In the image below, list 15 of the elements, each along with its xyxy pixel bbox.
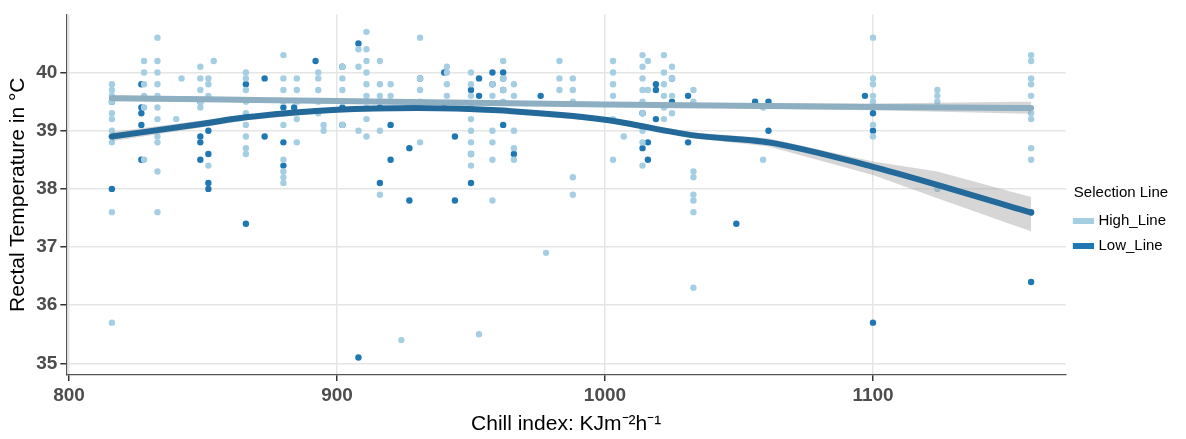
y-tick-label: 35 [36, 351, 58, 373]
y-tick-label: 40 [36, 60, 58, 82]
x-tick-label: 900 [321, 383, 353, 405]
x-tick-label: 800 [53, 383, 85, 405]
x-tick-label: 1100 [852, 383, 894, 405]
y-tick-label: 39 [36, 118, 58, 140]
x-axis-title: Chill index: KJm⁻²h⁻¹ [471, 411, 662, 435]
y-tick-label: 38 [36, 177, 58, 199]
y-axis-title: Rectal Temperature in °C [5, 77, 29, 312]
x-tick-label: 1000 [583, 383, 627, 405]
legend-title: Selection Line [1073, 183, 1169, 201]
legend-label: Low_Line [1098, 236, 1163, 254]
y-tick-label: 37 [36, 235, 58, 257]
legend-label: High_Line [1098, 211, 1167, 229]
y-tick-label: 36 [36, 293, 58, 315]
